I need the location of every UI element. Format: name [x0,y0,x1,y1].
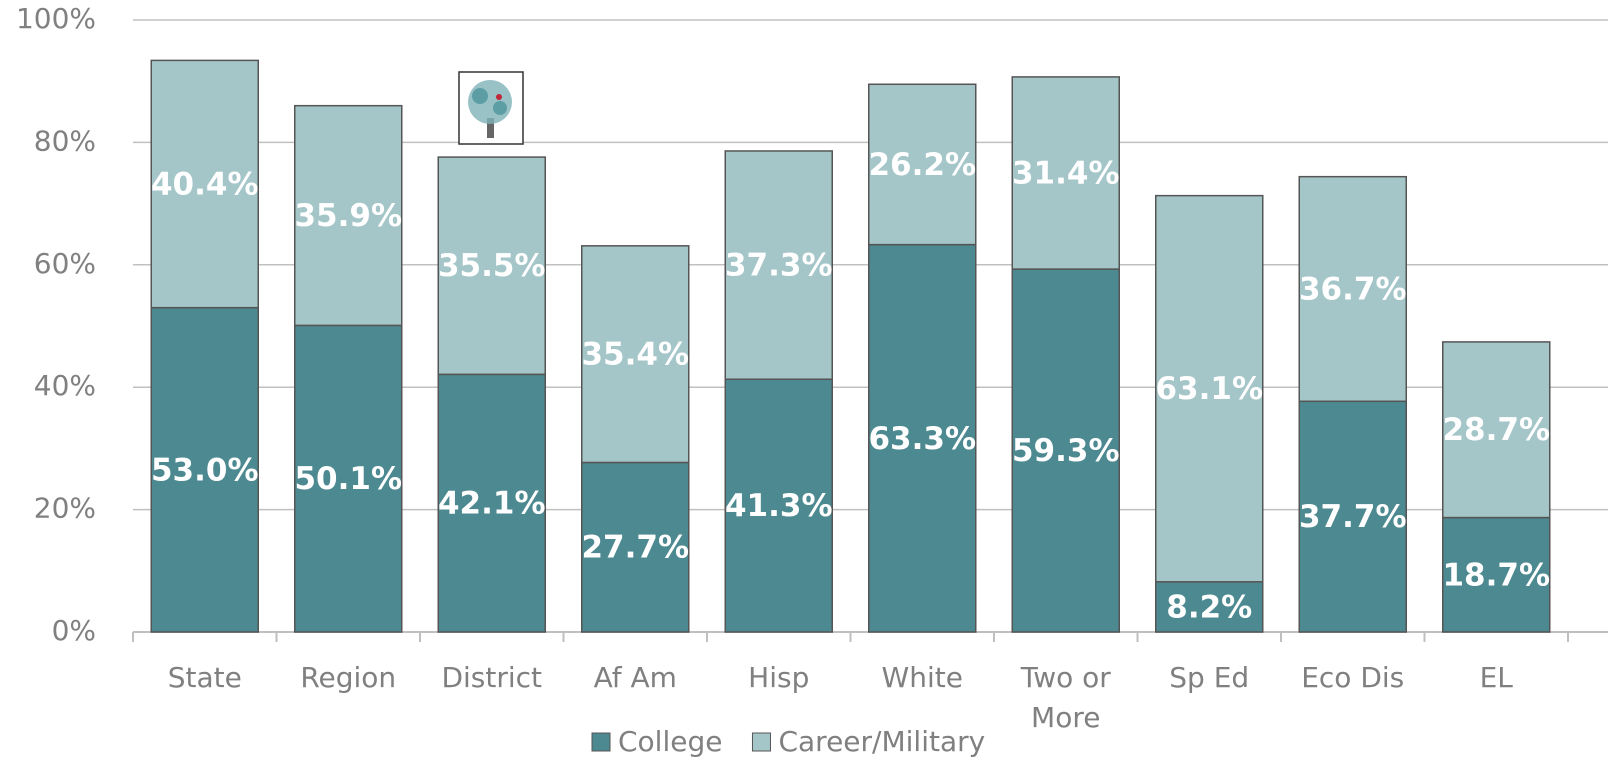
data-label: 27.7% [581,530,689,566]
bar-segment [294,104,403,327]
data-label: 37.3% [725,248,833,284]
bar-segment [437,373,546,633]
legend-swatch [751,732,771,752]
data-label: 26.2% [868,147,976,183]
y-tick-label: 0% [52,614,96,647]
x-tick-label: Two or More [1020,661,1111,734]
x-tick-label: Hisp [748,661,810,694]
data-label: 18.7% [1442,557,1550,593]
bar-segment [1155,194,1264,583]
x-tick-label: District [441,661,543,694]
legend-label: Career/Military [778,725,985,758]
x-tick-label: Eco Dis [1301,661,1405,694]
data-label: 63.3% [868,421,976,457]
bar-segment [437,156,546,376]
data-label: 35.9% [294,198,402,234]
bar-segment [150,59,259,309]
data-label: 63.1% [1155,371,1263,407]
x-tick-label: EL [1479,661,1513,694]
x-tick-label: Af Am [593,661,677,694]
data-label: 42.1% [438,486,546,522]
bar-segment [1442,341,1551,519]
legend-label: College [618,725,722,758]
bar-segment [868,83,977,246]
y-tick-label: 100% [16,2,96,35]
data-label: 53.0% [151,452,259,488]
bar-segment [724,378,833,633]
x-tick-label: Sp Ed [1169,661,1250,694]
y-tick-label: 80% [34,124,96,157]
bar-segment [1442,516,1551,633]
data-label: 59.3% [1012,433,1120,469]
data-label: 50.1% [294,461,402,497]
data-label: 8.2% [1166,589,1252,625]
data-label: 40.4% [151,167,259,203]
x-tick-label: White [881,661,963,694]
y-tick-label: 60% [34,247,96,280]
bar-segment [868,243,977,633]
logo [458,71,524,145]
data-label: 28.7% [1442,412,1550,448]
y-tick-label: 40% [34,369,96,402]
bar-segment [150,306,259,633]
data-label: 31.4% [1012,156,1120,192]
bar-segment [294,324,403,633]
data-label: 41.3% [725,488,833,524]
y-tick-label: 20% [34,492,96,525]
data-label: 37.7% [1299,499,1407,535]
data-label: 36.7% [1299,271,1407,307]
bar-segment [1011,76,1120,270]
bar-segment [1011,268,1120,633]
x-tick-label: Region [300,661,397,694]
x-tick-label: State [167,661,242,694]
bar-segment [724,150,833,380]
data-label: 35.4% [581,337,689,373]
legend-swatch [591,732,611,752]
bar-segment [1298,175,1407,403]
data-label: 35.5% [438,248,546,284]
bar-segment [581,245,690,464]
bar-segment [1298,400,1407,633]
bar-segment [1155,581,1264,633]
